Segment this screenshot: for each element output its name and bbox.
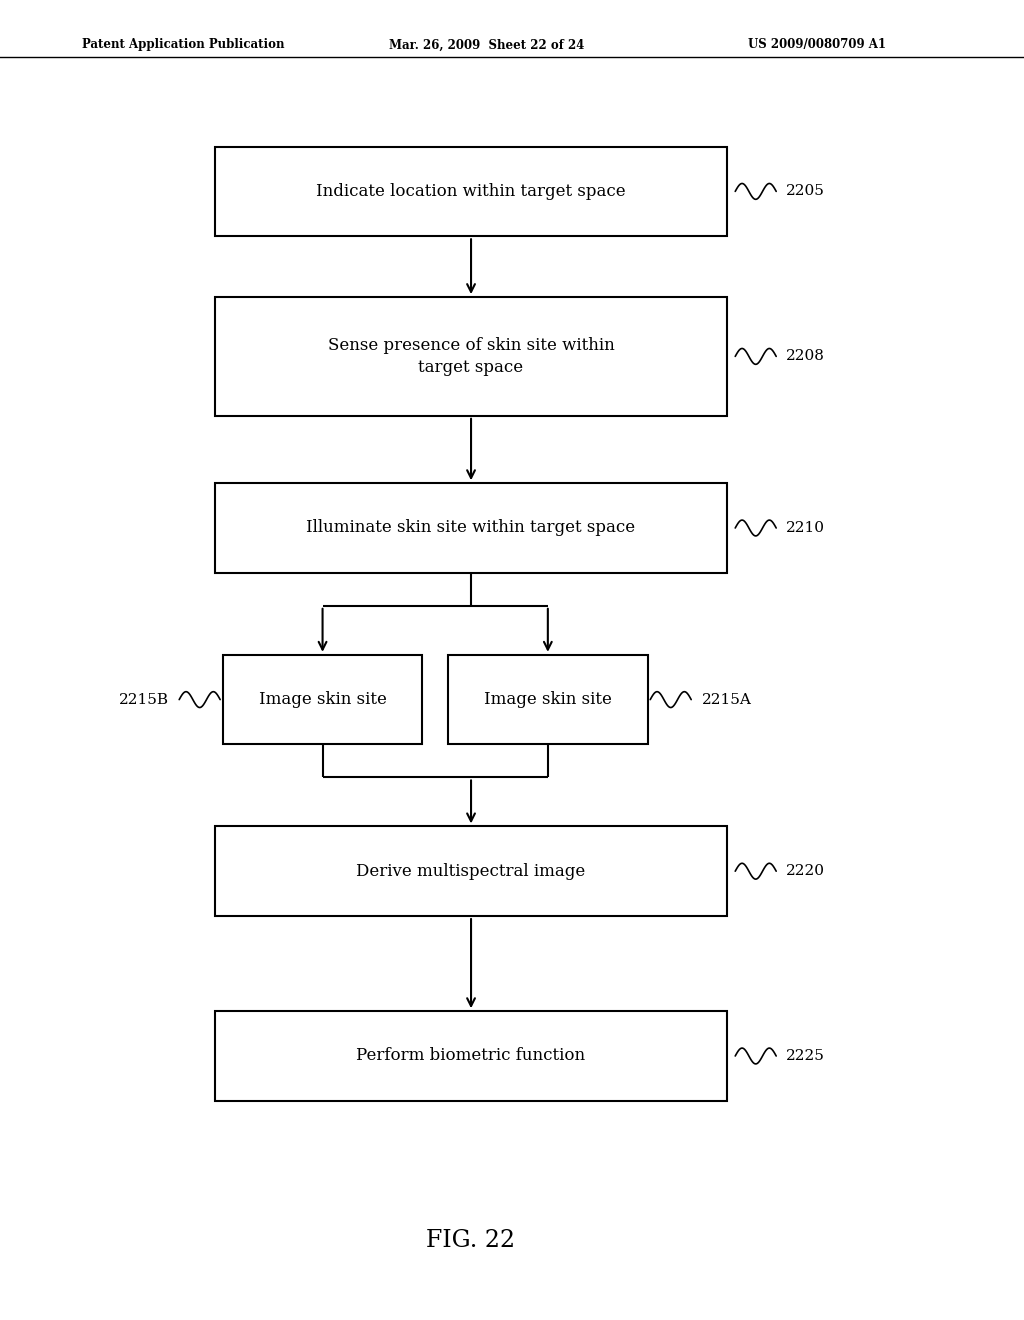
Bar (215, 297, 727, 416)
Bar (223, 655, 422, 744)
Bar (215, 147, 727, 236)
Text: 2215A: 2215A (701, 693, 752, 706)
Text: FIG. 22: FIG. 22 (426, 1229, 516, 1253)
Text: 2220: 2220 (786, 865, 825, 878)
Text: 2205: 2205 (786, 185, 825, 198)
Text: US 2009/0080709 A1: US 2009/0080709 A1 (748, 38, 886, 51)
Bar (215, 483, 727, 573)
Text: 2215B: 2215B (119, 693, 169, 706)
Bar (215, 826, 727, 916)
Bar (449, 655, 648, 744)
Text: Sense presence of skin site within
target space: Sense presence of skin site within targe… (328, 337, 614, 376)
Text: 2208: 2208 (786, 350, 825, 363)
Text: Perform biometric function: Perform biometric function (356, 1048, 586, 1064)
Text: Derive multispectral image: Derive multispectral image (356, 863, 586, 879)
Text: Illuminate skin site within target space: Illuminate skin site within target space (306, 520, 636, 536)
Bar (215, 1011, 727, 1101)
Text: 2225: 2225 (786, 1049, 825, 1063)
Text: Indicate location within target space: Indicate location within target space (316, 183, 626, 199)
Text: Image skin site: Image skin site (259, 692, 386, 708)
Text: Patent Application Publication: Patent Application Publication (82, 38, 285, 51)
Text: Mar. 26, 2009  Sheet 22 of 24: Mar. 26, 2009 Sheet 22 of 24 (389, 38, 585, 51)
Text: Image skin site: Image skin site (484, 692, 611, 708)
Text: 2210: 2210 (786, 521, 825, 535)
